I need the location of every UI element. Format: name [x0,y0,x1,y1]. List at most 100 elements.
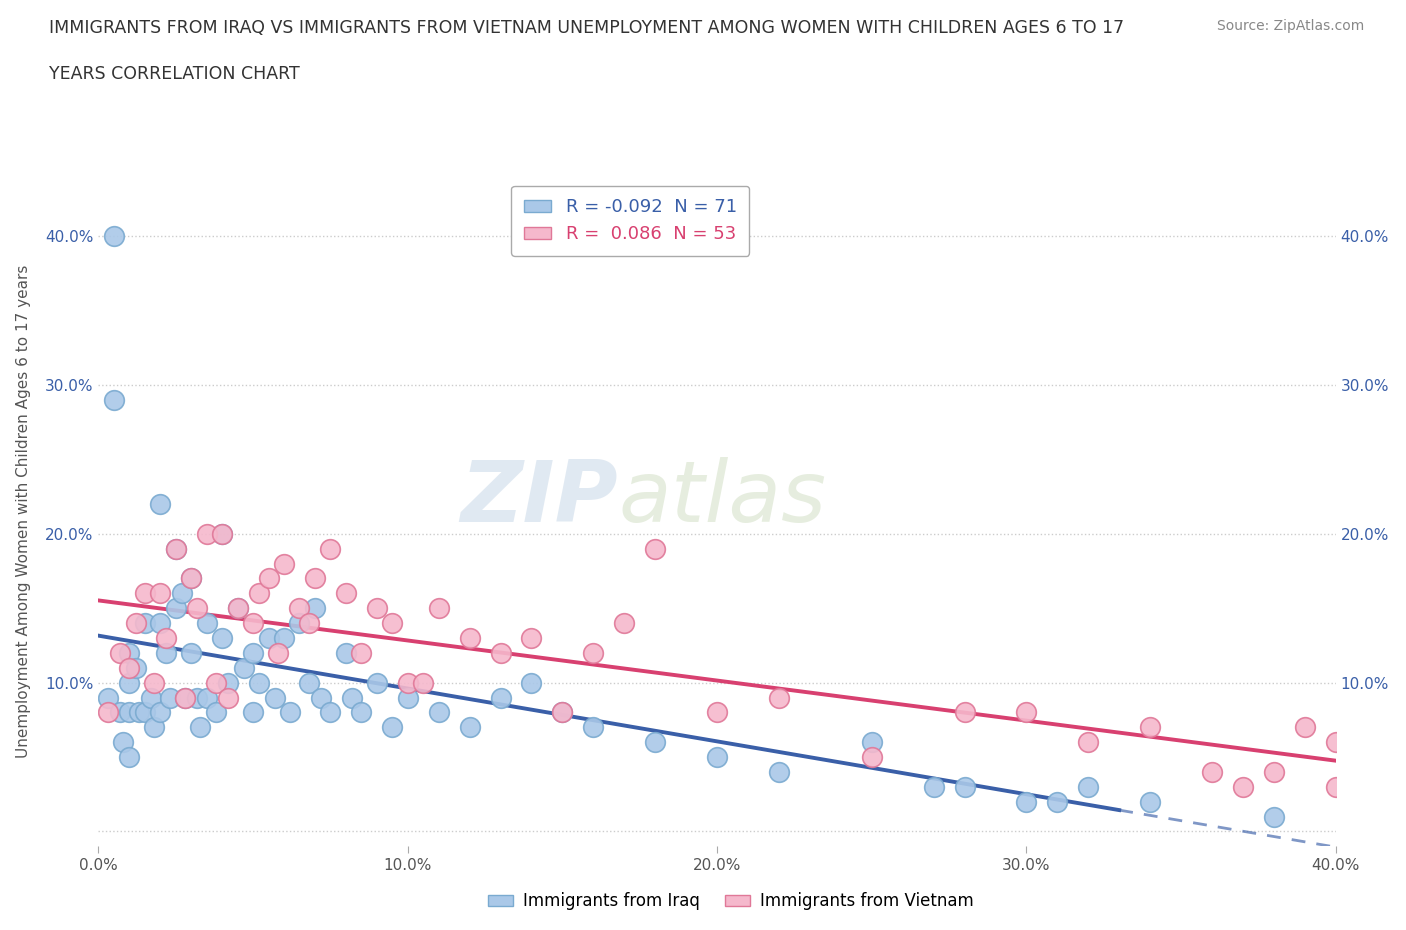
Point [304,601,326,616]
Point [458,631,481,645]
Point [1263,764,1285,779]
Point [174,690,197,705]
Point [205,705,228,720]
Point [118,750,141,764]
Point [288,601,311,616]
Point [118,645,141,660]
Point [263,690,285,705]
Point [226,601,249,616]
Point [1139,794,1161,809]
Point [1015,794,1038,809]
Point [860,735,883,750]
Point [134,705,156,720]
Point [319,705,342,720]
Point [159,690,181,705]
Point [551,705,574,720]
Point [108,645,131,660]
Point [190,720,212,735]
Point [180,645,202,660]
Point [335,645,357,660]
Legend: Immigrants from Iraq, Immigrants from Vietnam: Immigrants from Iraq, Immigrants from Vi… [482,885,980,917]
Point [226,601,249,616]
Point [1201,764,1223,779]
Point [217,690,239,705]
Point [335,586,357,601]
Point [267,645,290,660]
Point [186,601,208,616]
Point [427,601,450,616]
Point [134,586,156,601]
Point [309,690,332,705]
Point [97,690,120,705]
Point [1139,720,1161,735]
Point [551,705,574,720]
Point [211,526,233,541]
Point [128,705,150,720]
Point [139,690,162,705]
Text: YEARS CORRELATION CHART: YEARS CORRELATION CHART [49,65,299,83]
Point [155,645,177,660]
Point [304,571,326,586]
Point [1263,809,1285,824]
Point [124,616,146,631]
Point [195,616,218,631]
Point [520,675,543,690]
Point [582,720,605,735]
Point [242,705,264,720]
Point [242,645,264,660]
Point [165,541,187,556]
Point [350,645,373,660]
Point [149,586,172,601]
Point [340,690,363,705]
Point [1294,720,1316,735]
Point [706,750,728,764]
Point [768,690,790,705]
Point [118,660,141,675]
Point [165,541,187,556]
Point [211,526,233,541]
Point [1015,705,1038,720]
Point [644,735,666,750]
Point [97,705,120,720]
Point [180,571,202,586]
Point [247,586,270,601]
Point [180,571,202,586]
Point [458,720,481,735]
Point [922,779,945,794]
Point [149,497,172,512]
Point [298,675,321,690]
Point [103,392,125,407]
Point [412,675,434,690]
Point [186,690,208,705]
Point [489,690,512,705]
Point [1046,794,1069,809]
Point [273,631,295,645]
Y-axis label: Unemployment Among Women with Children Ages 6 to 17 years: Unemployment Among Women with Children A… [17,265,31,758]
Text: ZIP: ZIP [460,457,619,539]
Point [520,631,543,645]
Point [195,526,218,541]
Point [118,675,141,690]
Point [953,779,976,794]
Point [112,735,135,750]
Point [170,586,193,601]
Point [396,690,419,705]
Point [273,556,295,571]
Point [366,675,388,690]
Point [174,690,197,705]
Point [381,616,404,631]
Point [1232,779,1254,794]
Point [247,675,270,690]
Point [366,601,388,616]
Point [1324,779,1347,794]
Point [143,675,166,690]
Point [298,616,321,631]
Point [242,616,264,631]
Point [165,601,187,616]
Point [278,705,301,720]
Point [319,541,342,556]
Point [257,631,280,645]
Text: atlas: atlas [619,457,827,539]
Point [195,690,218,705]
Point [427,705,450,720]
